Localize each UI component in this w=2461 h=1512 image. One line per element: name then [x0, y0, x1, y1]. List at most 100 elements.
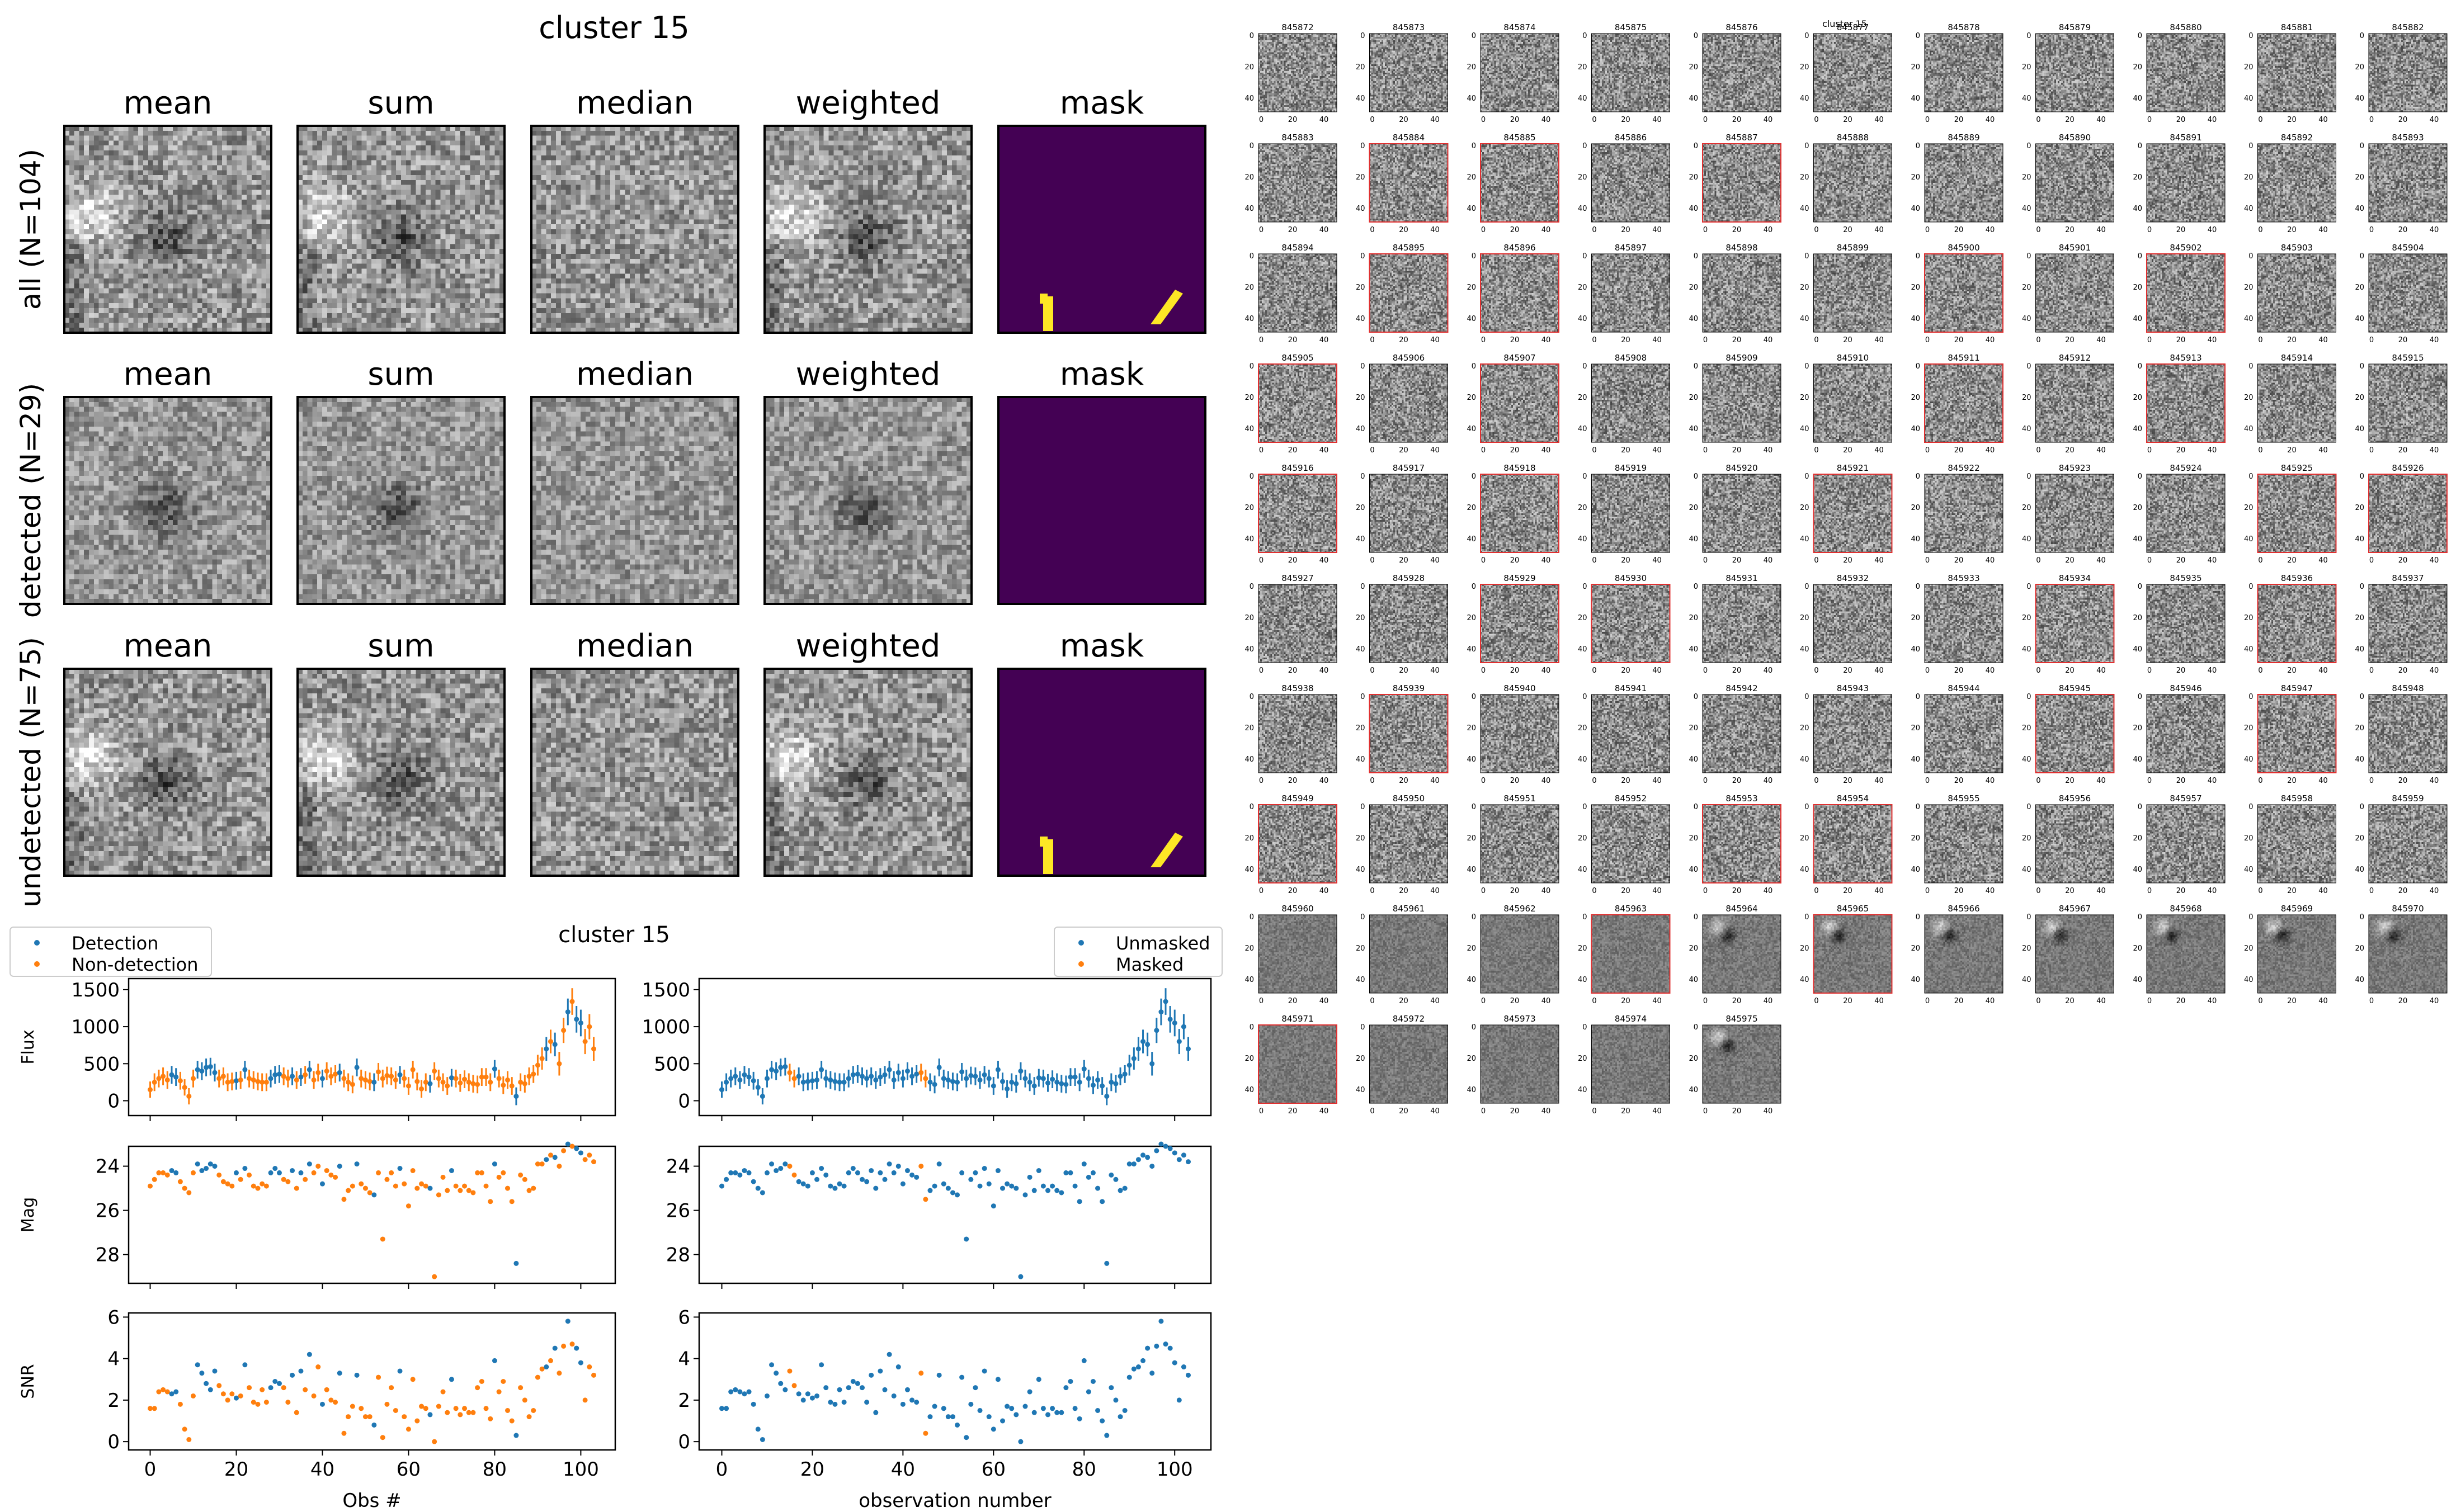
data-point: [462, 1183, 468, 1189]
data-point: [423, 1406, 428, 1411]
cutout-y-tick: 20: [1244, 944, 1254, 953]
cutout-x-tick: 40: [2318, 336, 2328, 344]
cutout-y-tick: 20: [1467, 504, 1476, 512]
cutout-x-tick: 0: [1703, 226, 1708, 234]
data-point: [199, 1069, 205, 1074]
cutout-y-tick: 0: [1694, 362, 1698, 371]
data-point: [973, 1385, 978, 1391]
cutout-frame: [1258, 253, 1337, 333]
cutout-x-tick: 20: [1288, 997, 1298, 1005]
data-point: [247, 1172, 252, 1178]
cutout-y-tick: 20: [1689, 1055, 1698, 1063]
data-point: [936, 1372, 942, 1378]
cutout-x-tick: 20: [1621, 777, 1630, 785]
data-point: [955, 1079, 960, 1085]
cutout-image: [1591, 254, 1670, 332]
data-point: [509, 1083, 515, 1089]
cutout-x-tick: 0: [1592, 116, 1596, 124]
cutout-y-tick: 40: [2022, 535, 2031, 544]
data-point: [927, 1079, 933, 1085]
cutout-image: [1925, 254, 2003, 332]
data-point: [362, 1077, 368, 1083]
cutout-y-tick: 0: [2026, 693, 2031, 701]
data-point: [1140, 1039, 1146, 1045]
cutout-x-tick: 40: [1430, 116, 1440, 124]
data-point: [1135, 1157, 1141, 1163]
data-point: [873, 1410, 879, 1415]
data-point: [746, 1170, 752, 1175]
cutout-y-tick: 40: [2133, 755, 2142, 764]
cutout-x-tick: 0: [1259, 1107, 1263, 1116]
cutout-y-tick: 40: [1578, 645, 1587, 654]
cutout-frame: [1702, 1024, 1781, 1104]
cutout-x-tick: 20: [1843, 887, 1852, 895]
cutout-y-tick: 20: [2022, 724, 2031, 733]
legend-marker: [34, 961, 40, 967]
data-point: [887, 1352, 892, 1357]
cutout-x-tick: 20: [2287, 667, 2297, 675]
data-point: [268, 1385, 274, 1391]
data-point: [805, 1391, 810, 1397]
cutout-y-tick: 40: [1467, 315, 1476, 323]
cutout-image: [1925, 584, 2003, 663]
cutout-frame: [2257, 914, 2336, 994]
data-point: [864, 1076, 870, 1081]
cutout-image: [1369, 584, 1448, 663]
cutout-frame: [1813, 253, 1892, 333]
data-point: [324, 1168, 329, 1173]
data-point: [260, 1079, 265, 1085]
cutout-frame-highlighted: [1813, 914, 1893, 994]
data-point: [1005, 1404, 1010, 1409]
cutout-image: [1369, 144, 1448, 222]
data-point: [281, 1176, 286, 1182]
cutout-y-tick: 40: [2355, 205, 2364, 213]
cutout-y-tick: 40: [1800, 94, 1809, 103]
cutout-x-tick: 0: [1370, 777, 1374, 785]
cutout-image: [2257, 144, 2336, 222]
cutout-y-tick: 0: [1472, 803, 1476, 811]
cutout-id: 845941: [1615, 683, 1647, 693]
data-point: [427, 1081, 433, 1086]
data-point: [483, 1406, 489, 1411]
cutout-x-tick: 20: [1954, 116, 1964, 124]
cutout-image: [1369, 805, 1448, 883]
cutout-image: [1813, 584, 1892, 663]
data-point: [895, 1070, 901, 1075]
cutout-y-tick: 20: [1578, 944, 1587, 953]
data-point: [1158, 1319, 1164, 1324]
legend-label: Masked: [1116, 954, 1184, 975]
data-point: [199, 1168, 205, 1173]
cutout-y-tick: 0: [2360, 362, 2364, 371]
cutout-id: 845950: [1393, 793, 1425, 804]
cutout-x-tick: 20: [2176, 556, 2186, 565]
data-point: [557, 1371, 562, 1376]
cutout-x-tick: 20: [1732, 446, 1742, 455]
cutout-image: [1591, 1025, 1670, 1103]
data-point: [968, 1072, 974, 1078]
cutout-y-tick: 40: [1689, 315, 1698, 323]
cutout-y-tick: 40: [1911, 315, 1920, 323]
data-point: [204, 1166, 209, 1171]
cutout-image: [2369, 584, 2447, 663]
data-point: [841, 1400, 847, 1405]
data-point: [1018, 1274, 1024, 1279]
cutout-frame: [2368, 143, 2448, 223]
data-point: [492, 1161, 497, 1167]
cutout-x-tick: 20: [1399, 446, 1408, 455]
cutout-frame-highlighted: [1813, 474, 1893, 553]
cutout-x-tick: 0: [2258, 777, 2262, 785]
data-point: [238, 1176, 243, 1182]
cutout-y-tick: 20: [2022, 394, 2031, 402]
data-point: [959, 1069, 965, 1075]
cutout-y-tick: 0: [1250, 32, 1254, 40]
cutout-y-tick: 40: [2244, 755, 2253, 764]
cutout-x-tick: 20: [2176, 667, 2186, 675]
data-point: [307, 1067, 312, 1072]
data-point: [936, 1161, 942, 1167]
cutout-frame: [2035, 914, 2114, 994]
data-point: [423, 1183, 428, 1189]
cutout-frame: [2368, 363, 2448, 443]
cutout-y-tick: 0: [1916, 142, 1920, 150]
data-point: [569, 1341, 575, 1347]
data-point: [263, 1400, 269, 1405]
